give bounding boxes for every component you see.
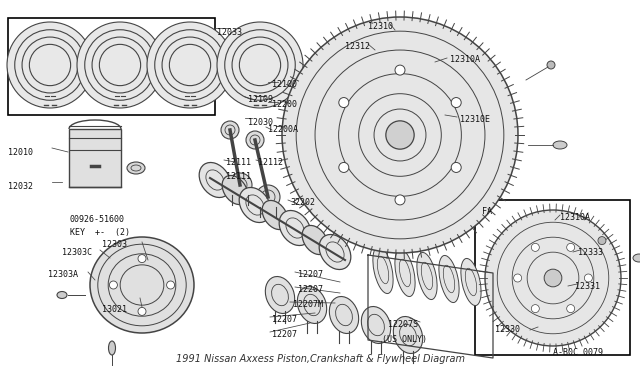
Ellipse shape	[395, 250, 415, 296]
Circle shape	[566, 243, 575, 251]
Ellipse shape	[362, 307, 390, 343]
Circle shape	[395, 65, 405, 75]
Text: 12310A: 12310A	[560, 213, 590, 222]
Circle shape	[217, 22, 303, 108]
Ellipse shape	[330, 296, 358, 333]
Ellipse shape	[394, 317, 422, 353]
Text: 12312: 12312	[345, 42, 370, 51]
Text: 12207: 12207	[272, 330, 297, 339]
Text: 12333: 12333	[578, 248, 603, 257]
Circle shape	[228, 173, 252, 197]
Circle shape	[485, 210, 621, 346]
Text: 12207S: 12207S	[388, 320, 418, 329]
Ellipse shape	[553, 141, 567, 149]
Ellipse shape	[279, 211, 311, 246]
Text: 12111: 12111	[226, 172, 251, 181]
Text: 12010: 12010	[8, 148, 33, 157]
Circle shape	[547, 61, 555, 69]
Ellipse shape	[199, 163, 231, 198]
Text: 1991 Nissan Axxess Piston,Crankshaft & Flywheel Diagram: 1991 Nissan Axxess Piston,Crankshaft & F…	[175, 354, 465, 364]
Circle shape	[531, 305, 540, 312]
Text: 13021: 13021	[102, 305, 127, 314]
Text: 12303C: 12303C	[62, 248, 92, 257]
Text: 12207: 12207	[298, 270, 323, 279]
Circle shape	[386, 121, 414, 149]
Text: 12207: 12207	[272, 315, 297, 324]
Circle shape	[166, 281, 175, 289]
Ellipse shape	[239, 187, 271, 222]
Text: 12331: 12331	[575, 282, 600, 291]
Text: 12030: 12030	[248, 118, 273, 127]
Text: FA: FA	[482, 207, 492, 216]
Circle shape	[531, 243, 540, 251]
Ellipse shape	[417, 253, 437, 299]
Text: 12310E: 12310E	[460, 115, 490, 124]
Text: 12330: 12330	[495, 325, 520, 334]
Ellipse shape	[57, 292, 67, 298]
Ellipse shape	[373, 246, 393, 294]
Text: 12109: 12109	[248, 95, 273, 104]
Text: 12207: 12207	[298, 285, 323, 294]
Ellipse shape	[266, 276, 294, 314]
Text: 32202: 32202	[290, 198, 315, 207]
Circle shape	[584, 274, 593, 282]
Text: 12207M: 12207M	[293, 300, 323, 309]
Ellipse shape	[319, 234, 351, 269]
Ellipse shape	[298, 286, 326, 324]
Circle shape	[339, 163, 349, 173]
Ellipse shape	[262, 201, 288, 230]
Circle shape	[246, 131, 264, 149]
Circle shape	[138, 307, 146, 315]
Text: 12310: 12310	[368, 22, 393, 31]
Text: 12032: 12032	[8, 182, 33, 191]
Circle shape	[109, 281, 117, 289]
Text: 12310A: 12310A	[450, 55, 480, 64]
Circle shape	[544, 269, 562, 287]
Text: 12200A: 12200A	[268, 125, 298, 134]
Text: KEY  +-  (2): KEY +- (2)	[70, 228, 130, 237]
Circle shape	[147, 22, 233, 108]
Circle shape	[256, 185, 280, 209]
Ellipse shape	[461, 259, 481, 305]
Bar	[475, 200, 630, 355]
Text: 12303A: 12303A	[48, 270, 78, 279]
Circle shape	[77, 22, 163, 108]
Text: 12200: 12200	[272, 100, 297, 109]
Ellipse shape	[222, 176, 248, 205]
Circle shape	[282, 17, 518, 253]
Text: A-B0C 0079: A-B0C 0079	[553, 348, 603, 357]
Ellipse shape	[109, 341, 115, 355]
Circle shape	[566, 305, 575, 312]
Text: 12112: 12112	[258, 158, 283, 167]
Circle shape	[339, 97, 349, 108]
Circle shape	[451, 163, 461, 173]
Bar	[69, 129, 121, 187]
Text: 12033: 12033	[217, 28, 242, 37]
Circle shape	[598, 237, 606, 245]
Ellipse shape	[302, 225, 328, 254]
Circle shape	[138, 254, 146, 263]
Circle shape	[514, 274, 522, 282]
Text: 12111: 12111	[226, 158, 251, 167]
Circle shape	[395, 195, 405, 205]
Circle shape	[451, 97, 461, 108]
Text: 12303: 12303	[102, 240, 127, 249]
Ellipse shape	[127, 162, 145, 174]
Text: 00926-51600: 00926-51600	[70, 215, 125, 224]
Text: 12100: 12100	[272, 80, 297, 89]
Circle shape	[221, 121, 239, 139]
Ellipse shape	[439, 256, 459, 302]
Circle shape	[7, 22, 93, 108]
Text: (US ONLY): (US ONLY)	[382, 335, 427, 344]
Bar	[8, 18, 215, 115]
Ellipse shape	[90, 237, 194, 333]
Ellipse shape	[633, 254, 640, 262]
